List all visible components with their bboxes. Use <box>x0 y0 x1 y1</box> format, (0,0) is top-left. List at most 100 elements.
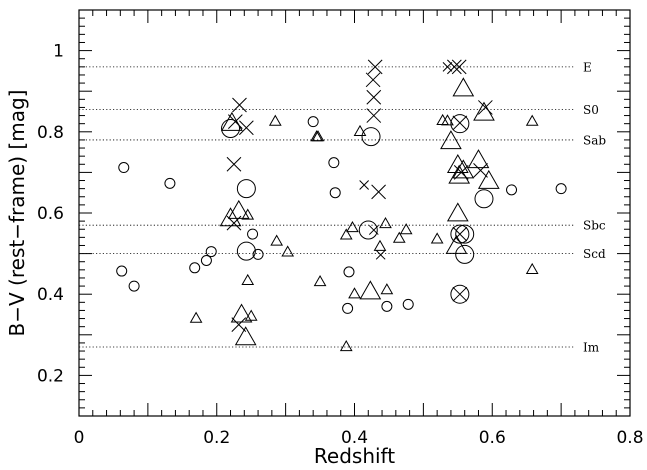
triangle-point <box>392 231 406 243</box>
circle-point <box>450 284 470 304</box>
triangle-point <box>339 340 353 352</box>
circle-point <box>474 189 494 209</box>
circle-point <box>343 266 355 278</box>
cross-point <box>371 184 386 200</box>
reference-line-label: Sbc <box>583 219 606 233</box>
triangle-point <box>525 114 539 126</box>
cross-point <box>231 317 247 333</box>
triangle-point <box>440 130 462 150</box>
circle-point <box>555 183 567 195</box>
triangle-point <box>452 77 475 97</box>
circle-point <box>455 244 475 264</box>
triangle-point <box>313 275 327 287</box>
cross-point <box>227 114 243 130</box>
cross-point <box>367 59 383 75</box>
circle-point <box>236 241 256 261</box>
circle-point <box>116 265 128 277</box>
circle-point <box>506 184 518 196</box>
cross-point <box>442 61 453 72</box>
triangle-point <box>373 239 387 251</box>
circle-point <box>236 179 256 199</box>
reference-line-label: Sab <box>583 133 606 147</box>
circle-point <box>455 224 475 244</box>
circle-point <box>221 119 241 139</box>
circle-point <box>329 187 341 199</box>
circle-point <box>307 116 319 128</box>
circle-point <box>361 127 381 147</box>
x-tick-label: 0 <box>74 428 85 448</box>
circle-point <box>381 300 393 312</box>
triangle-point <box>221 111 243 131</box>
cross-point <box>451 59 467 75</box>
circle-point <box>189 262 201 274</box>
reference-line-label: Scd <box>583 247 606 261</box>
y-tick-label: 0.4 <box>37 285 64 305</box>
cross-point <box>232 97 247 113</box>
triangle-point <box>244 309 258 321</box>
cross-point <box>447 59 462 75</box>
triangle-point <box>445 234 468 254</box>
cross-point <box>452 226 468 242</box>
circle-point <box>342 302 354 314</box>
cross-point <box>452 286 468 302</box>
circle-point <box>247 228 259 240</box>
triangle-point <box>241 273 255 285</box>
triangle-point <box>348 287 361 299</box>
y-tick-label: 0.8 <box>37 123 64 143</box>
cross-point <box>239 120 254 136</box>
data-points <box>116 59 567 352</box>
triangle-point <box>270 234 284 246</box>
cross-point <box>473 163 488 178</box>
reference-line-label: S0 <box>583 103 599 117</box>
circle-point <box>450 114 470 134</box>
reference-line-label: Im <box>583 340 600 354</box>
x-axis-title: Redshift <box>314 444 395 468</box>
circle-point <box>252 248 264 260</box>
triangle-point <box>353 124 367 136</box>
triangle-point <box>311 130 325 142</box>
circle-point <box>358 220 378 240</box>
cross-point <box>365 72 381 88</box>
triangle-point <box>380 283 394 295</box>
circle-point <box>118 162 130 174</box>
circle-point <box>450 224 470 244</box>
cross-point <box>452 115 468 131</box>
y-tick-label: 1 <box>53 42 64 62</box>
x-tick-label: 0.2 <box>203 428 230 448</box>
cross-point <box>226 215 242 231</box>
triangle-point <box>452 159 475 179</box>
cross-point <box>375 249 386 260</box>
circle-point <box>164 177 176 189</box>
circle-point <box>328 157 340 169</box>
cross-point <box>226 156 242 172</box>
cross-point <box>366 108 382 123</box>
triangle-point <box>230 303 253 323</box>
triangle-point <box>379 216 392 229</box>
triangle-point <box>346 221 359 233</box>
triangle-point <box>525 262 539 274</box>
cross-point <box>478 100 493 115</box>
triangle-point <box>446 202 469 222</box>
cross-point <box>453 165 469 180</box>
triangle-point <box>219 207 242 227</box>
y-tick-label: 0.6 <box>37 204 64 224</box>
y-tick-label: 0.2 <box>37 366 64 386</box>
circle-point <box>128 280 140 292</box>
triangle-point <box>189 311 203 323</box>
y-axis-title: B−V (rest−frame) [mag] <box>5 90 29 337</box>
triangle-point <box>446 154 469 174</box>
x-tick-label: 0.6 <box>479 428 506 448</box>
triangle-point <box>241 208 255 220</box>
cross-point <box>368 225 379 235</box>
triangle-point <box>399 223 413 235</box>
axis-ticks: 0 0.2 0.4 0.6 0.8 0.2 0.4 0.6 0.8 1 <box>37 9 644 448</box>
triangle-point <box>268 114 282 126</box>
triangle-point <box>430 232 444 244</box>
cross-point <box>359 180 369 190</box>
reference-line-label: E <box>583 60 592 74</box>
reference-lines: E S0 Sab Sbc Scd Im <box>79 60 606 354</box>
plot-frame <box>78 9 631 417</box>
triangle-point <box>339 228 353 240</box>
circle-point <box>200 255 212 267</box>
